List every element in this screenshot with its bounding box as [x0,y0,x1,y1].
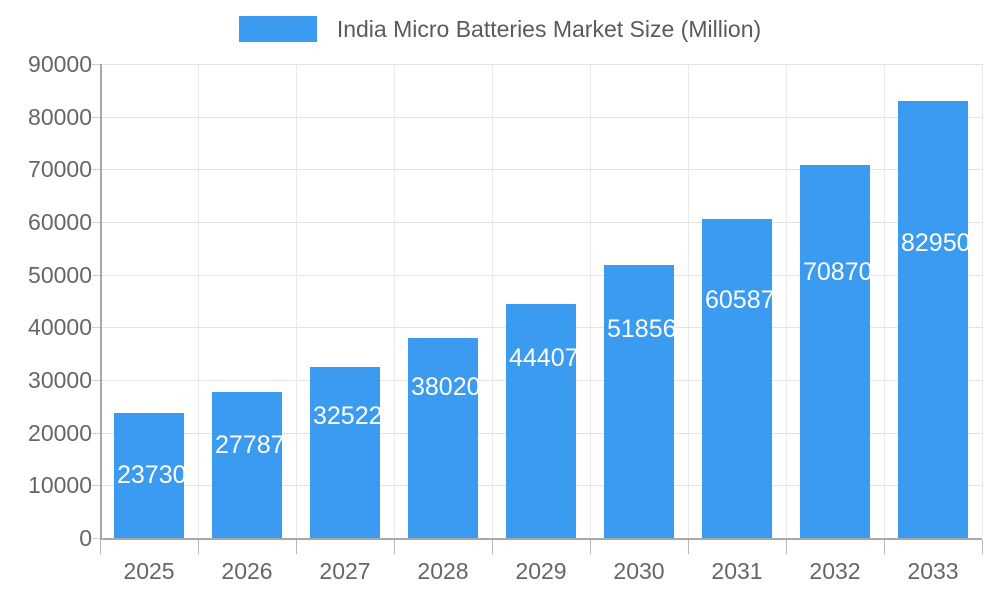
x-axis-tick-mark [296,540,297,554]
bar-value-label: 38020 [411,373,481,401]
x-axis-tick-label: 2032 [809,558,861,584]
x-axis-tick-mark [688,540,689,554]
x-axis-tick-mark [786,540,787,554]
bar-value-label: 60587 [705,286,775,314]
bar-value-label: 51856 [607,315,677,343]
x-axis-tick-mark [982,540,983,554]
bar[interactable] [114,413,184,538]
y-axis-tick-mark [92,485,100,486]
y-axis-tick-mark [92,327,100,328]
y-axis-tick-label: 70000 [28,156,92,182]
x-axis-tick-label: 2029 [515,558,567,584]
bar-value-label: 32522 [313,402,383,430]
gridline-horizontal [100,169,982,170]
y-axis-tick-mark [92,538,100,539]
gridline-vertical [492,64,493,538]
x-axis-tick-label: 2030 [613,558,665,584]
y-axis-tick-label: 20000 [28,420,92,446]
y-axis-tick-label: 40000 [28,314,92,340]
bar-value-label: 82950 [901,229,971,257]
bar-value-label: 44407 [509,344,579,372]
y-axis: 0 10000 20000 30000 40000 50000 60000 70000 8000… [0,0,100,600]
y-axis-line [100,64,102,540]
bar[interactable] [408,338,478,538]
x-axis-tick-mark [492,540,493,554]
x-axis-tick-label: 2033 [907,558,959,584]
y-axis-tick-label: 0 [79,525,92,551]
gridline-horizontal [100,117,982,118]
plot-area: 23730 27787 32522 38020 44407 51856 60587 70870… [100,64,983,538]
y-axis-tick-label: 60000 [28,209,92,235]
y-axis-tick-mark [92,275,100,276]
x-axis-tick-mark [100,540,101,554]
bar[interactable] [212,392,282,538]
x-axis-tick-mark [394,540,395,554]
gridline-horizontal [100,222,982,223]
gridline-vertical [884,64,885,538]
x-axis-tick-mark [590,540,591,554]
y-axis-tick-label: 90000 [28,51,92,77]
bar[interactable] [310,367,380,538]
y-axis-tick-label: 80000 [28,104,92,130]
y-axis-tick-mark [92,222,100,223]
gridline-horizontal [100,275,982,276]
bar-value-label: 70870 [803,258,873,286]
gridline-vertical [198,64,199,538]
x-axis-line [100,538,982,540]
x-axis-tick-mark [884,540,885,554]
gridline-vertical [982,64,983,538]
bar[interactable] [604,265,674,538]
chart-legend: India Micro Batteries Market Size (Milli… [0,12,1000,46]
gridline-vertical [590,64,591,538]
y-axis-tick-mark [92,380,100,381]
bar[interactable] [506,304,576,538]
x-axis-tick-label: 2026 [221,558,273,584]
y-axis-tick-mark [92,169,100,170]
x-axis-tick-mark [198,540,199,554]
gridline-horizontal [100,64,982,65]
legend-label: India Micro Batteries Market Size (Milli… [336,16,762,42]
bar[interactable] [800,165,870,538]
x-axis-tick-label: 2027 [319,558,371,584]
y-axis-tick-label: 30000 [28,367,92,393]
y-axis-tick-mark [92,117,100,118]
y-axis-tick-label: 50000 [28,262,92,288]
bar-value-label: 27787 [215,431,285,459]
y-axis-tick-label: 10000 [28,472,92,498]
y-axis-tick-mark [92,433,100,434]
bar[interactable] [702,219,772,538]
bar-value-label: 23730 [117,461,187,489]
x-axis-tick-label: 2025 [123,558,175,584]
x-axis: 2025 2026 2027 2028 2029 2030 2031 2032 2033 [100,540,983,600]
y-axis-tick-mark [92,64,100,65]
x-axis-tick-label: 2031 [711,558,763,584]
bar[interactable] [898,101,968,538]
gridline-vertical [688,64,689,538]
gridline-vertical [786,64,787,538]
gridline-vertical [296,64,297,538]
x-axis-tick-label: 2028 [417,558,469,584]
legend-color-swatch [238,16,317,42]
gridline-vertical [394,64,395,538]
